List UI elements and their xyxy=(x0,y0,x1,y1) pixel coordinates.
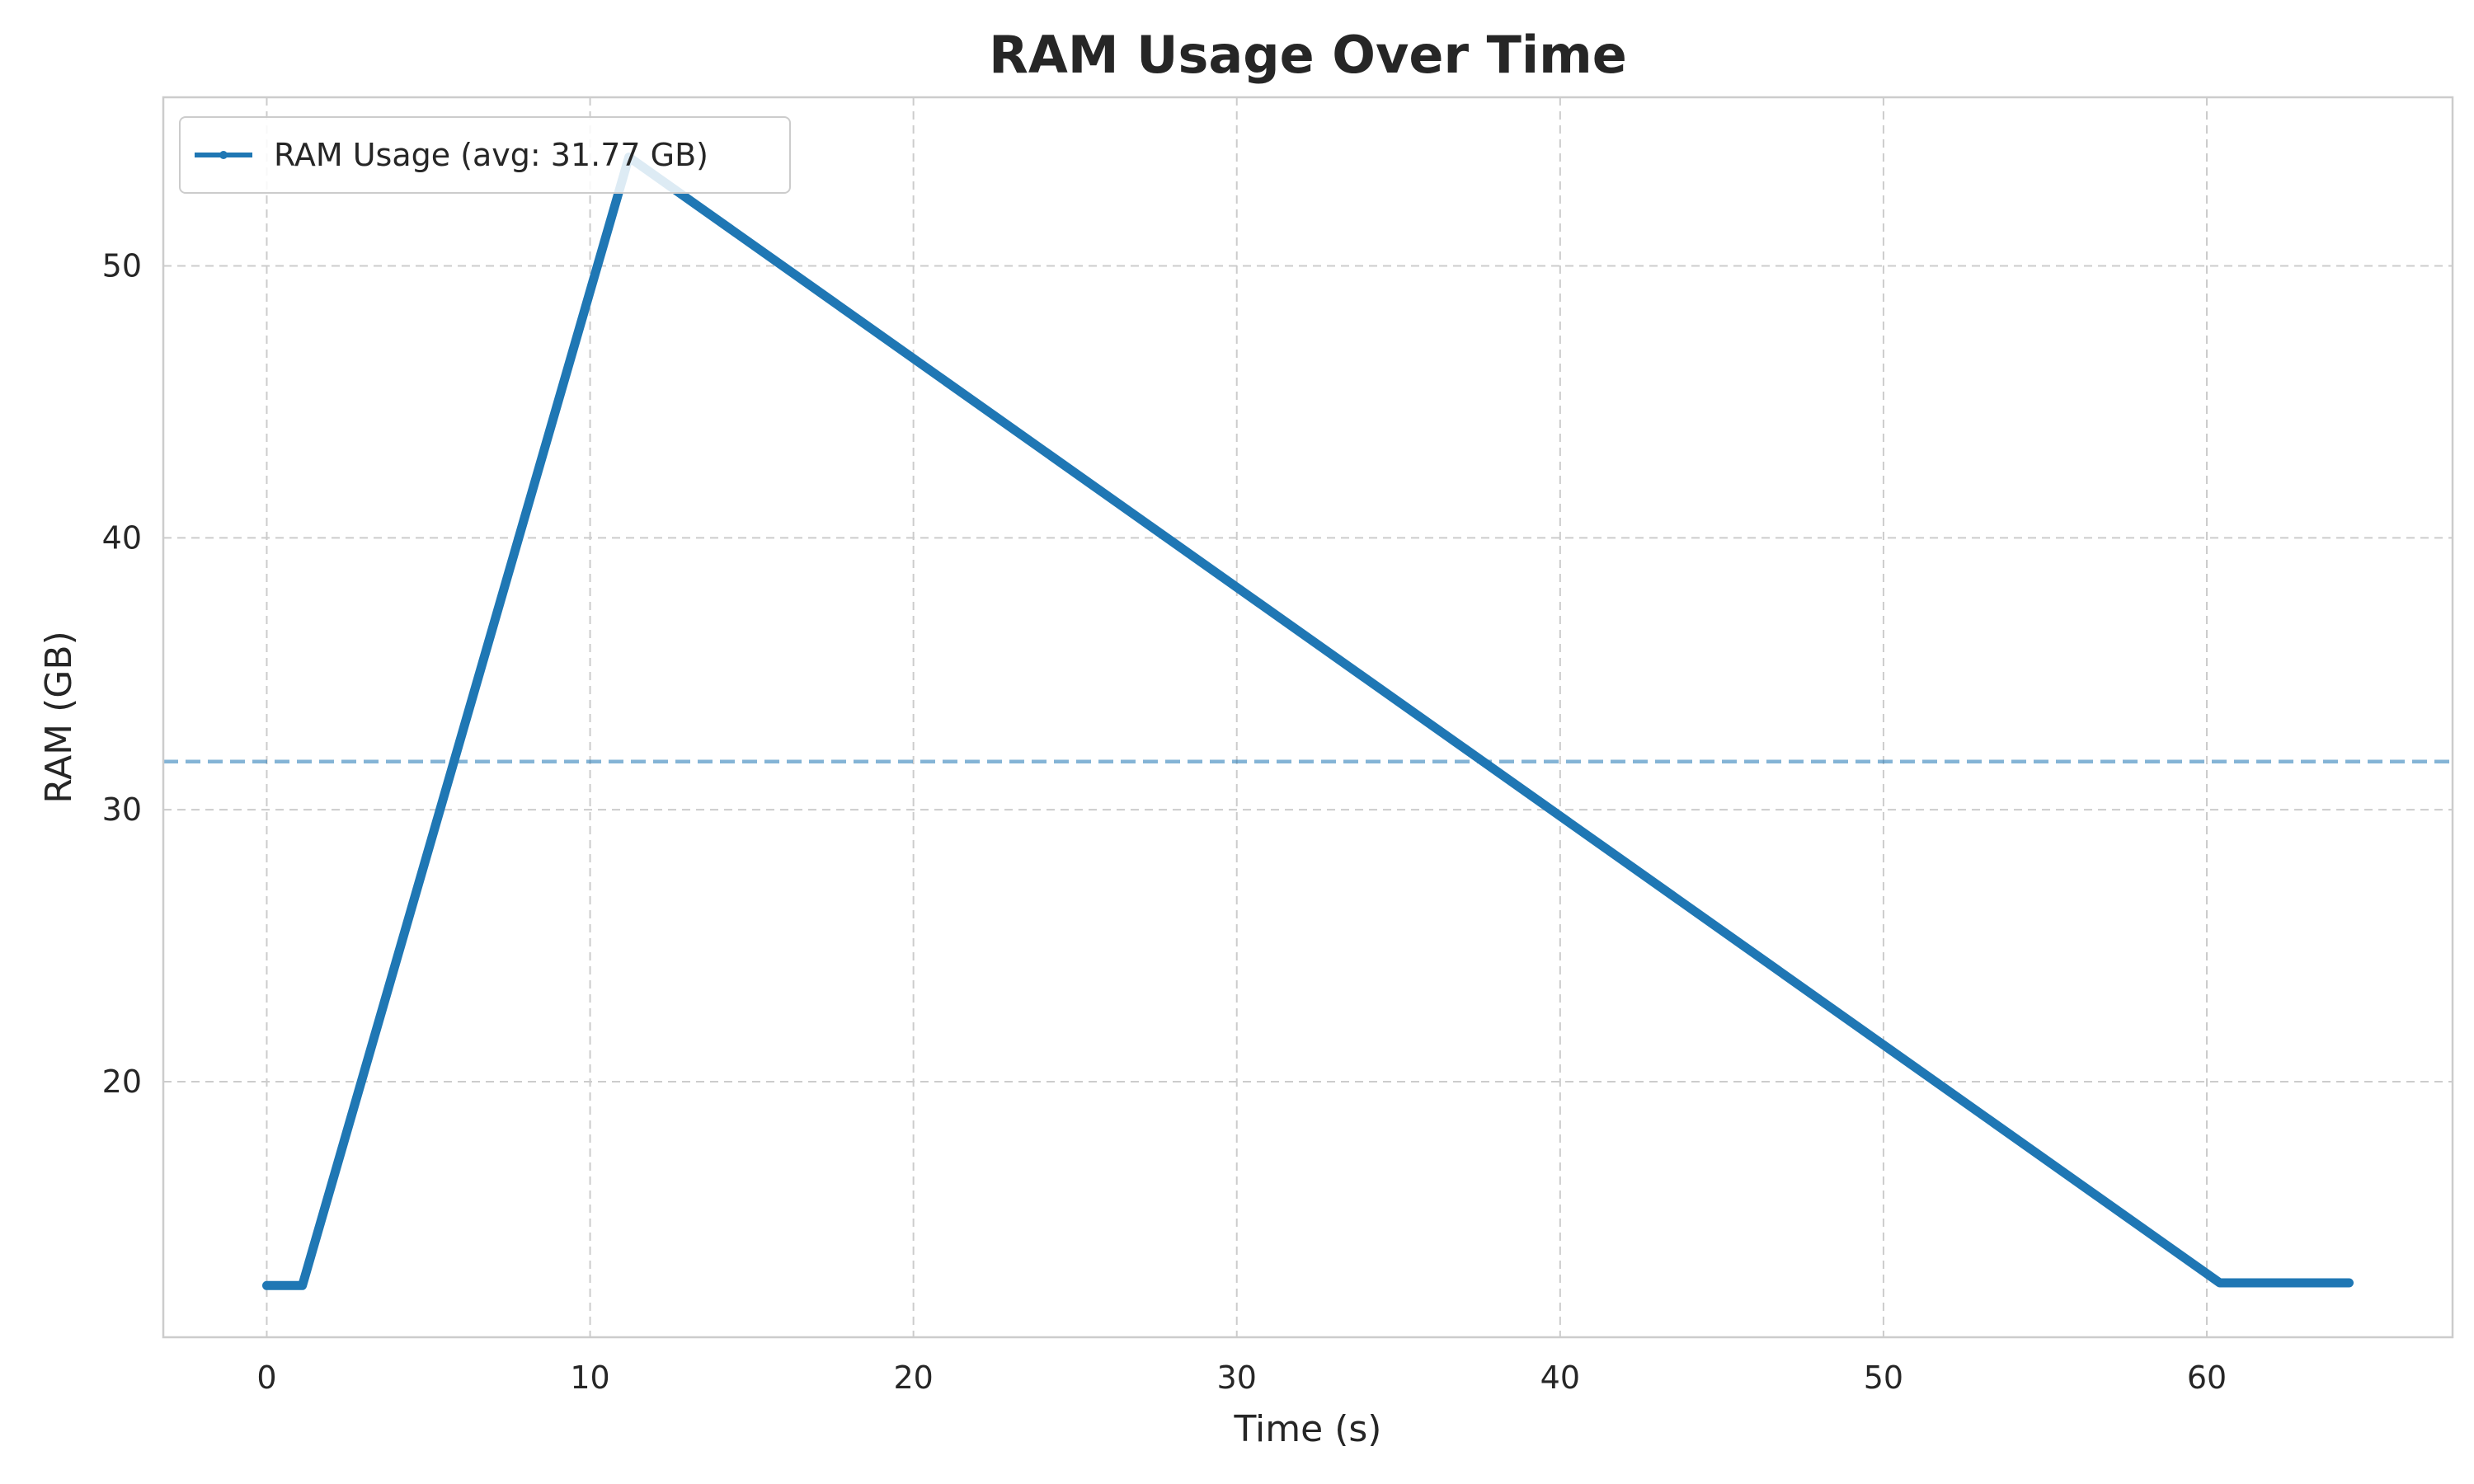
y-tick-label: 50 xyxy=(102,247,142,284)
y-tick-label: 40 xyxy=(102,519,142,556)
legend-label: RAM Usage (avg: 31.77 GB) xyxy=(274,137,708,173)
x-tick-label: 0 xyxy=(256,1360,276,1396)
x-tick-label: 40 xyxy=(1540,1360,1580,1396)
legend: RAM Usage (avg: 31.77 GB) xyxy=(179,116,791,194)
x-tick-label: 10 xyxy=(570,1360,609,1396)
chart-title: RAM Usage Over Time xyxy=(989,25,1627,85)
y-axis-label: RAM (GB) xyxy=(38,631,80,803)
y-tick-label: 30 xyxy=(102,791,142,828)
x-tick-label: 50 xyxy=(1864,1360,1903,1396)
y-tick-label: 20 xyxy=(102,1064,142,1100)
legend-marker xyxy=(219,151,228,159)
x-tick-label: 60 xyxy=(2187,1360,2227,1396)
x-tick-label: 30 xyxy=(1217,1360,1257,1396)
plot-frame xyxy=(162,96,2454,1339)
grid-lines xyxy=(163,97,2453,1337)
x-axis-label: Time (s) xyxy=(1234,1408,1382,1450)
legend-box xyxy=(179,116,791,194)
x-tick-label: 20 xyxy=(893,1360,933,1396)
tick-labels: 0 10 20 30 40 50 60 20 30 40 50 xyxy=(102,247,2227,1396)
